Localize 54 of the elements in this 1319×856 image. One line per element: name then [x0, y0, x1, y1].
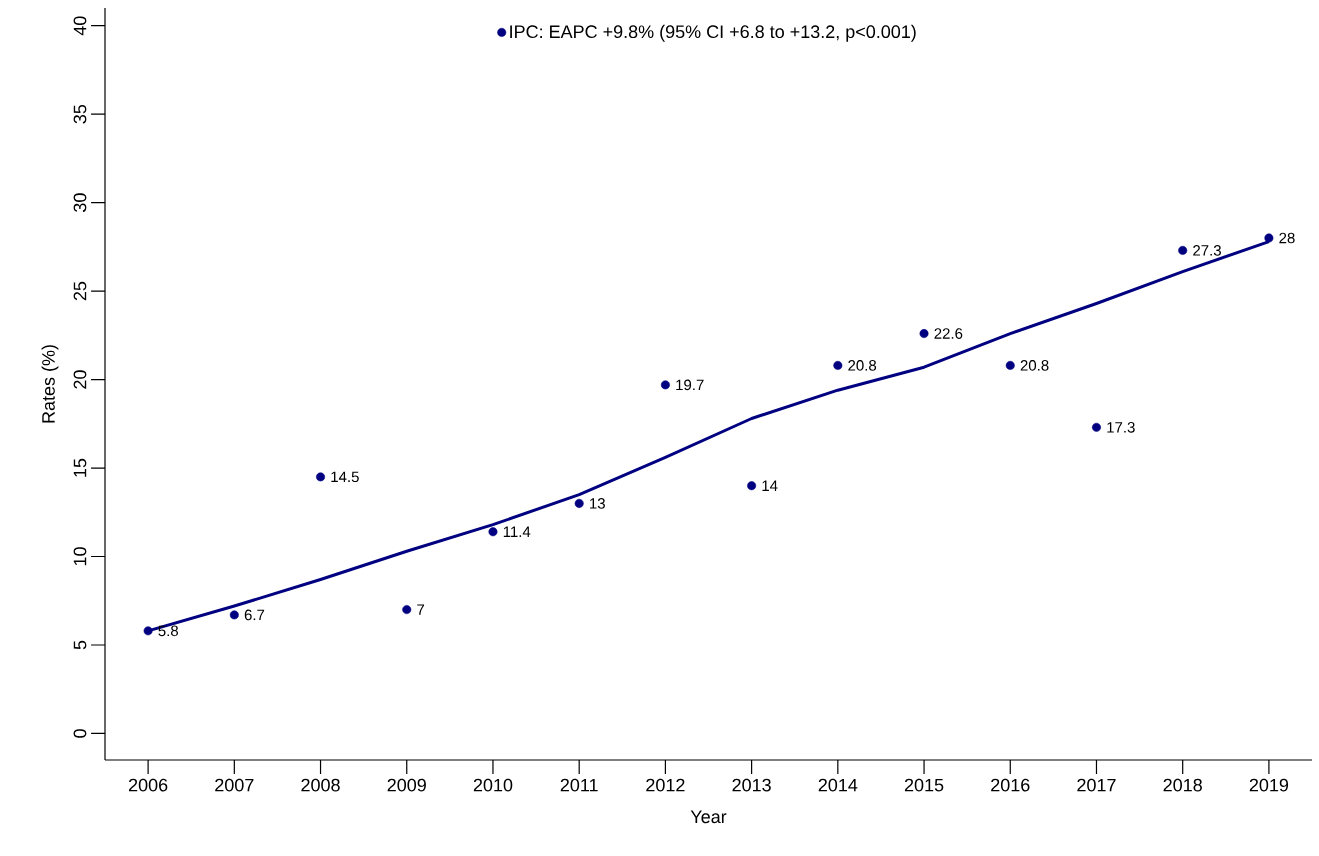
x-tick-label: 2010 — [473, 778, 513, 792]
point — [747, 481, 757, 491]
x-axis-title: Year — [690, 810, 727, 824]
point — [833, 360, 843, 370]
data-label: 17.3 — [1107, 422, 1135, 433]
y-tick-label: 0 — [73, 729, 87, 738]
data-label: 6.7 — [244, 609, 265, 621]
data-label: 14.5 — [331, 471, 359, 483]
x-tick-label: 2007 — [215, 778, 254, 792]
y-tick-label: 20 — [73, 370, 87, 389]
point — [1005, 360, 1015, 370]
data-label: 22.6 — [934, 328, 963, 339]
data-label: 28 — [1279, 232, 1295, 244]
point — [402, 605, 412, 615]
x-tick-label: 2019 — [1249, 778, 1289, 792]
x-tick-label: 2009 — [387, 778, 426, 792]
x-tick-label: 2018 — [1163, 778, 1202, 792]
x-tick-label: 2011 — [560, 778, 598, 792]
x-tick-label: 2013 — [732, 778, 771, 792]
point — [1092, 422, 1101, 432]
point — [1178, 245, 1188, 255]
point — [143, 626, 153, 636]
y-axis-title: Rates (%) — [41, 345, 59, 423]
data-label: 13 — [590, 498, 605, 509]
point — [660, 380, 670, 390]
point — [574, 498, 584, 508]
y-tick-label: 30 — [73, 193, 87, 212]
y-tick-label: 25 — [73, 281, 87, 301]
x-tick-label: 2015 — [904, 778, 944, 792]
point — [1264, 233, 1274, 243]
x-tick-label: 2006 — [128, 778, 168, 792]
data-label: 14 — [762, 480, 778, 491]
x-tick-label: 2012 — [646, 778, 685, 792]
y-tick-label: 40 — [73, 16, 87, 36]
legend-label: IPC: EAPC +9.8% (95% CI +6.8 to +13.2, p<0.001) — [510, 24, 916, 42]
data-label: 5.8 — [158, 625, 179, 637]
data-label: 11.4 — [503, 526, 531, 537]
data-label: 7 — [417, 604, 425, 615]
y-tick-label: 35 — [73, 104, 87, 124]
x-tick-label: 2014 — [818, 778, 858, 792]
y-tick-label: 5 — [73, 640, 87, 650]
data-label: 27.3 — [1193, 245, 1221, 256]
point — [316, 472, 326, 482]
y-tick-label: 10 — [73, 547, 87, 566]
x-tick-label: 2017 — [1077, 778, 1116, 792]
data-label: 20.8 — [848, 360, 877, 371]
x-tick-label: 2016 — [991, 778, 1030, 792]
data-label: 20.8 — [1020, 360, 1049, 371]
point — [488, 527, 498, 537]
x-tick-label: 2008 — [301, 778, 340, 792]
data-label: 19.7 — [676, 379, 704, 391]
point — [919, 329, 929, 339]
point — [229, 610, 239, 620]
y-tick-label: 15 — [73, 458, 87, 477]
